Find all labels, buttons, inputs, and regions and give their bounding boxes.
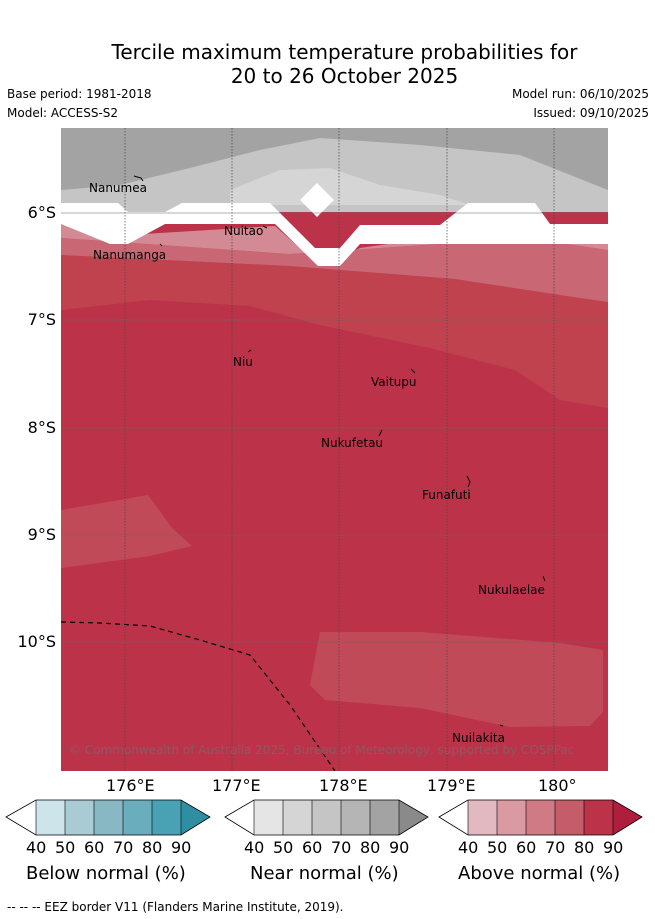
no-data-diamond — [300, 183, 334, 217]
lat-label: 6°S — [27, 203, 56, 222]
cbar-swatch — [123, 800, 152, 835]
cbar-swatch — [399, 800, 428, 835]
cbar-swatch — [36, 800, 65, 835]
island-nanumea — [133, 175, 144, 182]
cbar-swatch — [94, 800, 123, 835]
cbar-swatch — [584, 800, 613, 835]
lon-label: 177°E — [212, 776, 261, 795]
cbar-swatch — [439, 800, 468, 835]
place-label: Nukufetau — [321, 436, 383, 450]
above-normal-70-band — [61, 238, 608, 302]
near-normal-60-patch — [230, 168, 470, 205]
above-normal-80-band — [61, 255, 608, 408]
lon-label: 178°E — [319, 776, 368, 795]
cbar-swatch — [341, 800, 370, 835]
no-data-gap — [61, 203, 608, 266]
lon-label: 176°E — [106, 776, 155, 795]
cbar-tick: 60 — [84, 838, 105, 857]
cbar-tick: 80 — [360, 838, 381, 857]
place-label: Nanumea — [89, 181, 147, 195]
cbar-swatch — [6, 800, 36, 835]
cbar-tick: 70 — [331, 838, 352, 857]
cbar-swatch — [555, 800, 584, 835]
cbar-tick: 40 — [458, 838, 479, 857]
lon-label: 180° — [538, 776, 577, 795]
cbar-tick: 90 — [389, 838, 410, 857]
eez-border — [61, 621, 336, 771]
place-label: Nanumanga — [93, 248, 166, 262]
map-title-line2: 20 to 26 October 2025 — [230, 64, 459, 88]
place-label: Nuilakita — [452, 731, 505, 745]
lat-label: 8°S — [27, 418, 56, 437]
island-nuitao — [262, 225, 268, 229]
cbar-swatch — [152, 800, 181, 835]
place-label: Nuitao — [224, 224, 263, 238]
lat-label: 10°S — [17, 632, 56, 651]
lat-label: 9°S — [27, 525, 56, 544]
issued-date: Issued: 09/10/2025 — [533, 106, 649, 120]
island-nukufetau — [378, 429, 383, 437]
colorbar-label: Above normal (%) — [458, 863, 621, 884]
cbar-swatch — [254, 800, 283, 835]
base-period: Base period: 1981-2018 — [7, 87, 152, 101]
eez-footnote: -- -- -- EEZ border V11 (Flanders Marine… — [7, 900, 344, 914]
island-nuilakita — [499, 724, 504, 727]
island-funafuti — [466, 475, 471, 488]
cbar-swatch — [370, 800, 399, 835]
cbar-swatch — [181, 800, 210, 835]
island-nukulaelae — [542, 575, 546, 582]
cbar-tick: 50 — [487, 838, 508, 857]
cbar-tick: 50 — [273, 838, 294, 857]
cbar-tick: 40 — [244, 838, 265, 857]
colorbar-below-normal — [5, 799, 211, 836]
cbar-swatch — [312, 800, 341, 835]
model-name: Model: ACCESS-S2 — [7, 106, 119, 120]
cbar-tick: 80 — [142, 838, 163, 857]
colorbar-label: Near normal (%) — [250, 863, 399, 884]
place-label: Vaitupu — [371, 375, 417, 389]
lat-label: 7°S — [27, 310, 56, 329]
island-outlines — [133, 175, 546, 727]
colorbar-label: Below normal (%) — [26, 863, 186, 884]
model-run: Model run: 06/10/2025 — [511, 87, 649, 101]
cbar-tick: 80 — [574, 838, 595, 857]
colorbar-above-normal — [438, 799, 643, 836]
cbar-swatch — [225, 800, 254, 835]
cbar-tick: 70 — [545, 838, 566, 857]
cbar-swatch — [497, 800, 526, 835]
island-niu — [247, 349, 252, 353]
cbar-tick: 50 — [55, 838, 76, 857]
graticule — [124, 128, 555, 771]
above-normal-west-patch — [61, 495, 192, 568]
cbar-tick: 90 — [603, 838, 624, 857]
cbar-swatch — [65, 800, 94, 835]
place-label: Niu — [233, 355, 253, 369]
island-vaitupu — [410, 368, 416, 374]
place-label: Nukulaelae — [478, 583, 545, 597]
cbar-swatch — [468, 800, 497, 835]
latitude-lines — [61, 212, 608, 643]
above-normal-south-patch — [310, 632, 603, 727]
cbar-tick: 90 — [171, 838, 192, 857]
cbar-swatch — [283, 800, 312, 835]
cbar-tick: 60 — [516, 838, 537, 857]
cbar-tick: 40 — [26, 838, 47, 857]
above-normal-60-band — [61, 224, 608, 266]
cbar-swatch — [526, 800, 555, 835]
colorbar-near-normal — [224, 799, 429, 836]
cbar-tick: 60 — [302, 838, 323, 857]
cbar-tick: 70 — [113, 838, 134, 857]
map-title-line1: Tercile maximum temperature probabilitie… — [111, 40, 578, 64]
copyright-notice: © Commonwealth of Australia 2025, Bureau… — [69, 743, 574, 757]
place-label: Funafuti — [422, 488, 471, 502]
island-nanumanga — [159, 243, 163, 247]
cbar-swatch — [613, 800, 642, 835]
lon-label: 179°E — [427, 776, 476, 795]
